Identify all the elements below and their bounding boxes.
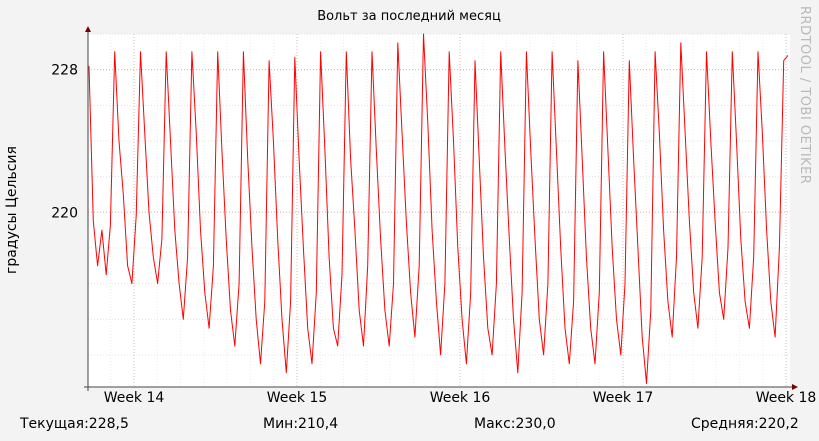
x-tick-label: Week 18: [756, 390, 817, 406]
watermark: RRDTOOL / TOBI OETIKER: [797, 6, 812, 184]
axes: [84, 26, 798, 391]
y-tick-label: 220: [51, 205, 78, 221]
legend-min: Мин:210,4: [263, 416, 338, 432]
grid: [88, 33, 790, 387]
legend-avg: Средняя:220,2: [691, 416, 799, 432]
y-axis-label: градусы Цельсия: [4, 146, 20, 274]
legend-max: Макс:230,0: [474, 416, 556, 432]
legend-current: Текущая:228,5: [19, 416, 129, 432]
x-tick-labels: Week 14 Week 15 Week 16 Week 17 Week 18: [104, 390, 817, 406]
x-axis-arrow: [792, 384, 798, 390]
x-tick-label: Week 16: [430, 390, 491, 406]
x-tick-label: Week 14: [104, 390, 165, 406]
x-tick-label: Week 15: [267, 390, 328, 406]
x-tick-label: Week 17: [593, 390, 654, 406]
y-axis-arrow: [85, 26, 91, 32]
chart-title: Вольт за последний месяц: [317, 9, 501, 24]
plot-series: [88, 33, 789, 384]
series-line: [88, 33, 789, 384]
y-tick-labels: 220 228: [51, 63, 78, 222]
y-tick-label: 228: [51, 63, 78, 79]
